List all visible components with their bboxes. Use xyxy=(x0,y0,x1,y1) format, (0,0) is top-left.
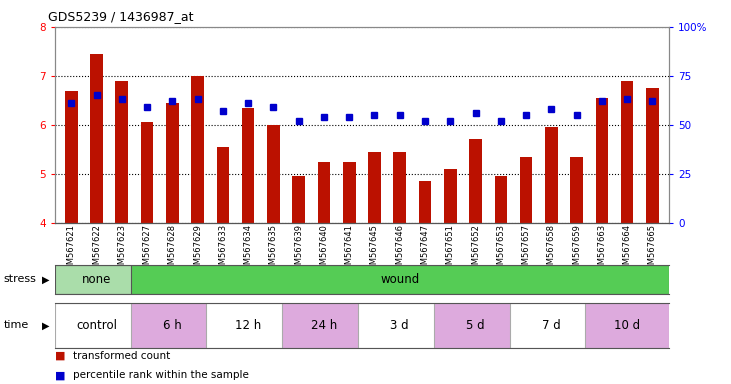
Bar xyxy=(206,303,289,348)
Text: 6 h: 6 h xyxy=(163,319,182,332)
Text: wound: wound xyxy=(380,273,420,286)
Bar xyxy=(115,81,128,223)
Bar xyxy=(510,303,593,348)
Bar xyxy=(216,147,230,223)
Text: 7 d: 7 d xyxy=(542,319,561,332)
Bar xyxy=(358,303,442,348)
Text: percentile rank within the sample: percentile rank within the sample xyxy=(73,370,249,380)
Bar xyxy=(192,76,204,223)
Bar xyxy=(131,303,214,348)
Bar xyxy=(318,162,330,223)
Text: ▶: ▶ xyxy=(42,320,50,331)
Bar xyxy=(520,157,532,223)
Text: none: none xyxy=(82,273,111,286)
Bar xyxy=(282,303,366,348)
Text: 3 d: 3 d xyxy=(390,319,409,332)
Text: ▶: ▶ xyxy=(42,274,50,285)
Bar xyxy=(444,169,457,223)
Bar xyxy=(267,125,280,223)
Text: stress: stress xyxy=(4,274,37,285)
Bar xyxy=(55,303,138,348)
Text: time: time xyxy=(4,320,29,331)
Text: 12 h: 12 h xyxy=(235,319,261,332)
Bar xyxy=(646,88,659,223)
Text: ■: ■ xyxy=(55,351,65,361)
Bar xyxy=(368,152,381,223)
Text: 24 h: 24 h xyxy=(311,319,337,332)
Bar xyxy=(166,103,178,223)
Bar xyxy=(570,157,583,223)
Bar xyxy=(494,176,507,223)
Text: 5 d: 5 d xyxy=(466,319,485,332)
Text: 10 d: 10 d xyxy=(614,319,640,332)
Bar xyxy=(596,98,608,223)
Text: transformed count: transformed count xyxy=(73,351,170,361)
Text: ■: ■ xyxy=(55,370,65,380)
Text: control: control xyxy=(76,319,117,332)
Bar xyxy=(242,108,254,223)
Bar xyxy=(90,54,103,223)
Bar xyxy=(393,152,406,223)
Bar xyxy=(55,265,138,294)
Bar xyxy=(419,181,431,223)
Bar xyxy=(141,122,154,223)
Bar xyxy=(469,139,482,223)
Bar xyxy=(434,303,518,348)
Bar xyxy=(65,91,77,223)
Bar xyxy=(545,127,558,223)
Bar xyxy=(621,81,634,223)
Bar xyxy=(343,162,355,223)
Text: GDS5239 / 1436987_at: GDS5239 / 1436987_at xyxy=(48,10,193,23)
Bar xyxy=(131,265,669,294)
Bar xyxy=(292,176,305,223)
Bar xyxy=(586,303,669,348)
